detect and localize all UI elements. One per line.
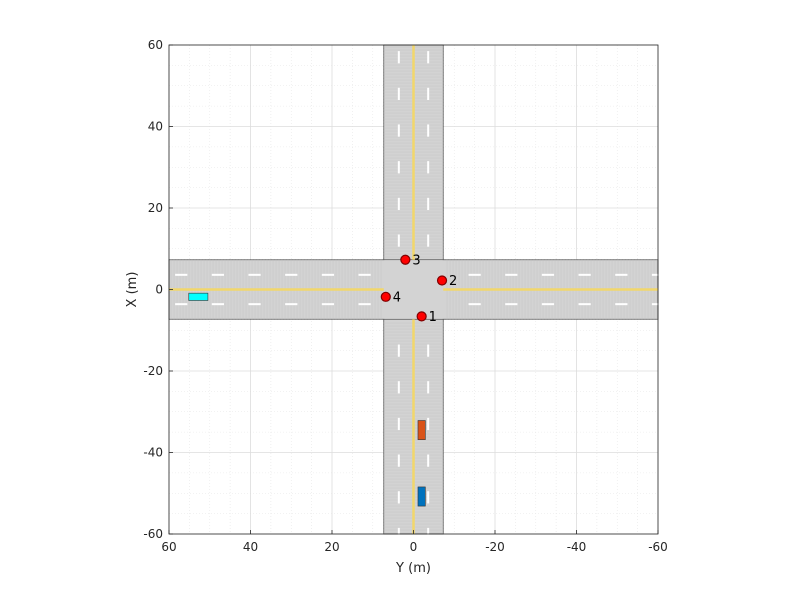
y-tick-label: 0 — [155, 283, 163, 297]
waypoint-marker-3 — [400, 254, 411, 265]
waypoint-label-1: 1 — [429, 310, 437, 325]
y-tick-label: 60 — [148, 38, 163, 52]
y-tick-label: 40 — [148, 120, 163, 134]
cyan-vehicle — [188, 292, 209, 301]
road-network — [168, 44, 665, 541]
intersection-area — [384, 260, 443, 319]
waypoint-marker-1 — [416, 311, 427, 322]
waypoint-marker-4 — [380, 291, 391, 302]
x-tick-label: 40 — [243, 540, 258, 554]
x-tick-label: 0 — [410, 540, 418, 554]
waypoint-label-2: 2 — [449, 274, 457, 289]
waypoint-marker-2 — [436, 275, 448, 286]
x-tick-label: -20 — [485, 540, 505, 554]
y-axis-ticks: -60 -40 -20 0 20 40 60 — [143, 38, 173, 541]
x-tick-label: -40 — [567, 540, 587, 554]
blue-vehicle — [417, 486, 426, 507]
vehicles — [188, 292, 426, 507]
y-tick-label: -60 — [143, 527, 163, 541]
y-tick-label: -40 — [143, 446, 163, 460]
x-axis-label: Y (m) — [395, 561, 431, 576]
x-tick-label: -60 — [648, 540, 668, 554]
x-tick-label: 60 — [161, 540, 176, 554]
y-axis-label: X (m) — [125, 272, 140, 308]
waypoint-label-3: 3 — [412, 253, 420, 268]
x-axis-ticks: 60 40 20 0 -20 -40 -60 — [161, 530, 668, 554]
orange-vehicle — [417, 420, 426, 440]
y-tick-label: 20 — [148, 201, 163, 215]
waypoint-label-4: 4 — [393, 290, 401, 305]
waypoints: 1 2 3 4 — [380, 253, 457, 325]
x-tick-label: 20 — [324, 540, 339, 554]
y-tick-label: -20 — [143, 364, 163, 378]
